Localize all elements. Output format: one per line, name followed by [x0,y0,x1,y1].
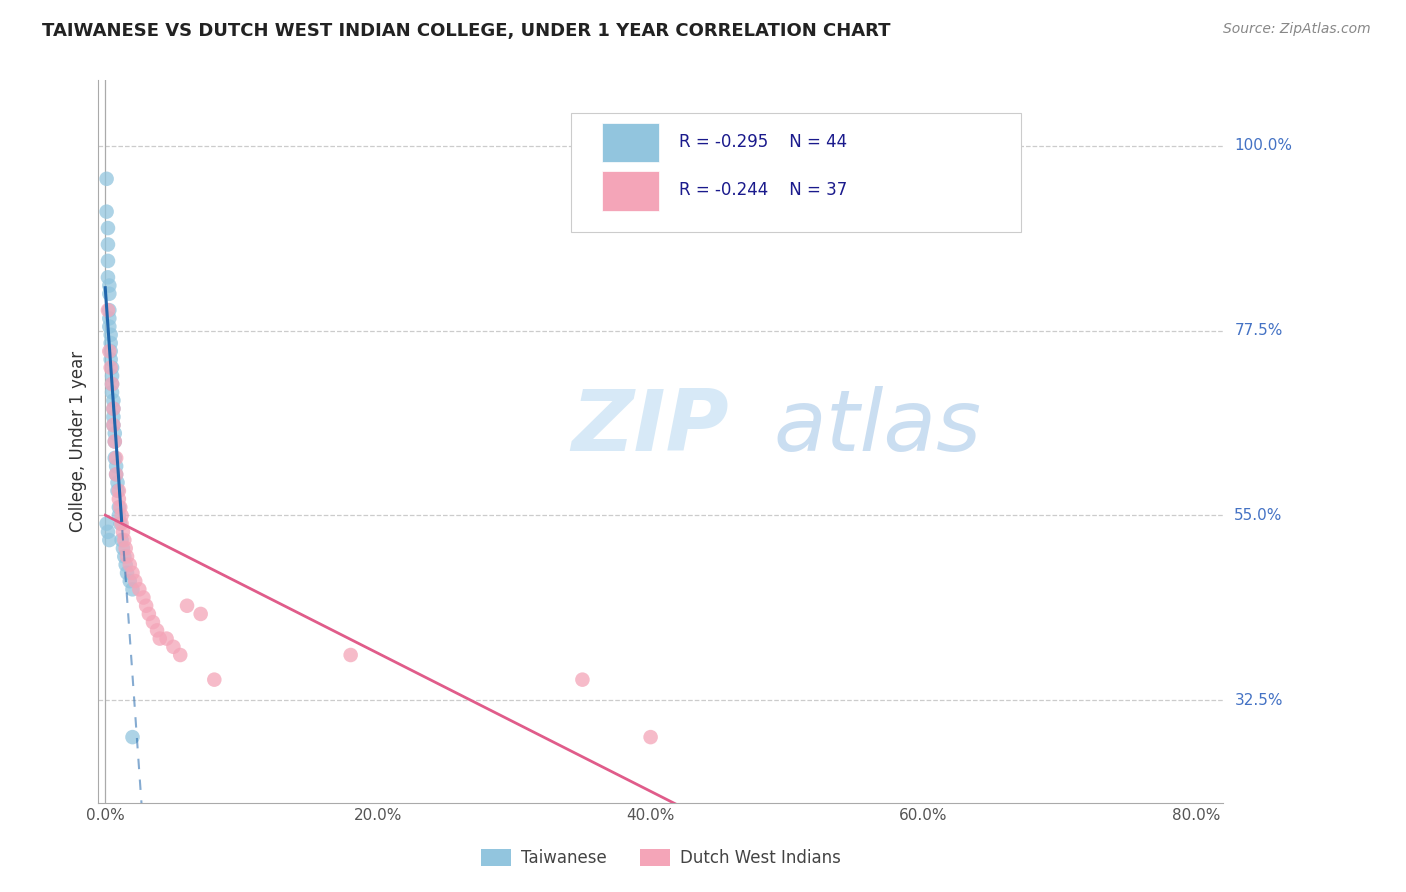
Point [339,648,361,662]
Point [101,360,124,375]
Point [110,533,132,547]
Point [110,516,132,531]
Point [121,582,143,597]
Point [105,467,128,482]
Point [101,368,124,383]
Point [103,401,125,416]
Point [124,574,146,588]
Point [104,434,127,449]
Point [118,558,141,572]
Point [142,615,165,630]
Point [97,221,120,235]
FancyBboxPatch shape [602,122,658,162]
Point [146,624,169,638]
Text: R = -0.244    N = 37: R = -0.244 N = 37 [679,181,846,199]
Point [100,344,122,359]
Point [107,475,129,490]
Point [121,730,143,744]
Text: 100.0%: 100.0% [1234,138,1292,153]
Point [98,311,121,326]
Point [110,516,132,531]
Point [104,450,127,465]
Text: atlas: atlas [773,385,981,468]
Text: TAIWANESE VS DUTCH WEST INDIAN COLLEGE, UNDER 1 YEAR CORRELATION CHART: TAIWANESE VS DUTCH WEST INDIAN COLLEGE, … [42,22,890,40]
Point [97,237,120,252]
Point [114,558,136,572]
Point [118,574,141,588]
Point [128,582,150,597]
Point [98,319,121,334]
Point [112,549,135,564]
Text: 77.5%: 77.5% [1234,323,1282,338]
Point [103,418,125,433]
Point [98,286,121,301]
Point [138,607,160,621]
Point [100,352,122,367]
Point [132,591,155,605]
Point [96,516,118,531]
Point [135,599,157,613]
Point [98,344,121,359]
Point [571,673,593,687]
Point [190,607,212,621]
Point [105,459,128,474]
Point [121,566,143,580]
Point [108,483,131,498]
Point [104,426,127,441]
Point [97,303,120,318]
Point [105,450,128,465]
FancyBboxPatch shape [602,170,658,211]
Point [114,541,136,556]
Point [112,533,135,547]
Point [98,278,121,293]
Point [107,483,129,498]
Point [115,549,138,564]
Point [176,599,198,613]
Legend: Taiwanese, Dutch West Indians: Taiwanese, Dutch West Indians [474,842,848,874]
Point [101,377,124,392]
Text: Source: ZipAtlas.com: Source: ZipAtlas.com [1223,22,1371,37]
Text: R = -0.295    N = 44: R = -0.295 N = 44 [679,133,846,151]
Point [97,524,120,539]
Point [105,467,128,482]
Point [149,632,172,646]
Y-axis label: College, Under 1 year: College, Under 1 year [69,351,87,533]
Point [108,491,131,506]
Point [101,377,124,392]
Text: 32.5%: 32.5% [1234,693,1282,707]
Point [98,303,121,318]
Point [100,360,122,375]
Point [96,204,118,219]
Point [111,541,134,556]
Point [101,385,124,400]
Point [104,434,127,449]
Point [162,640,184,654]
Point [103,418,125,433]
Point [108,500,131,515]
FancyBboxPatch shape [571,112,1021,232]
Point [640,730,662,744]
Text: ZIP: ZIP [571,385,728,468]
Point [97,253,120,268]
Point [115,566,138,580]
Point [97,270,120,285]
Point [103,393,125,408]
Point [100,327,122,342]
Point [202,673,225,687]
Point [98,533,121,547]
Point [110,500,132,515]
Point [103,409,125,424]
Point [111,524,134,539]
Point [169,648,191,662]
Point [103,401,125,416]
Text: 55.0%: 55.0% [1234,508,1282,523]
Point [108,508,131,523]
Point [155,632,177,646]
Point [100,336,122,351]
Point [96,171,118,186]
Point [110,508,132,523]
